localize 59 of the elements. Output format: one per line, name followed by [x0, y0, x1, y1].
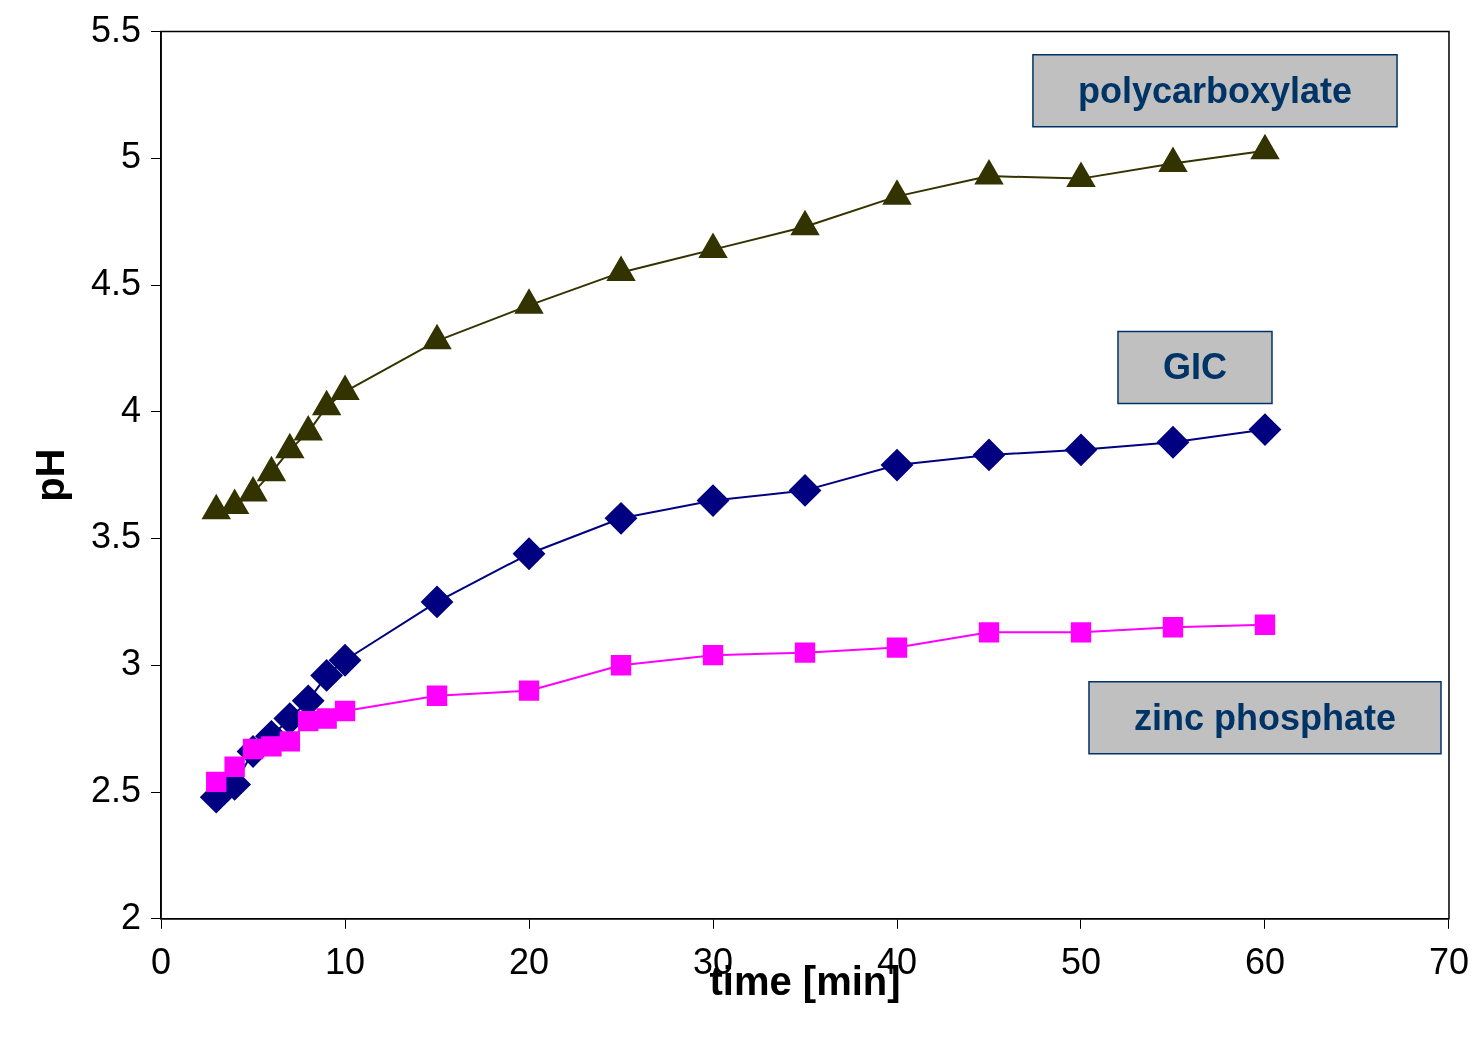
point: [978, 622, 1000, 643]
point: [1162, 617, 1184, 638]
point: [1251, 134, 1279, 160]
point: [334, 700, 356, 722]
x-tick-label: 10: [325, 941, 366, 983]
point: [789, 474, 822, 507]
x-tick-label: 0: [151, 941, 172, 983]
point: [697, 484, 730, 517]
point: [1067, 162, 1095, 188]
point: [607, 256, 636, 281]
x-tick-label: 20: [509, 941, 550, 983]
series-label: zinc phosphate: [1133, 696, 1396, 738]
point: [1248, 413, 1281, 446]
point: [261, 736, 282, 757]
point: [973, 438, 1005, 471]
x-tick-label: 60: [1244, 941, 1286, 983]
y-tick-label: 3: [121, 642, 142, 684]
point: [975, 160, 1003, 185]
x-tick-label: 70: [1428, 941, 1469, 983]
point: [329, 644, 362, 677]
point: [279, 731, 301, 752]
y-tick-label: 5: [121, 135, 142, 177]
point: [1070, 622, 1092, 643]
y-tick-label: 4.5: [91, 262, 142, 304]
point: [257, 456, 286, 482]
y-tick-label: 2: [121, 895, 142, 937]
y-tick-label: 4: [121, 388, 142, 430]
point: [1159, 147, 1187, 172]
point: [421, 585, 454, 618]
series-label: polycarboxylate: [1077, 69, 1353, 111]
point: [423, 324, 452, 350]
point: [316, 708, 337, 729]
point: [426, 685, 448, 706]
point: [331, 375, 360, 401]
point: [206, 771, 227, 793]
point: [513, 537, 546, 570]
point: [883, 180, 911, 205]
point: [1254, 614, 1276, 635]
point: [791, 210, 819, 236]
y-axis-title: pH: [28, 448, 73, 502]
point: [515, 289, 544, 314]
point: [294, 416, 323, 441]
series-label: GIC: [1162, 346, 1227, 388]
point: [699, 233, 728, 259]
point: [610, 655, 632, 676]
point: [224, 756, 245, 777]
y-tick-label: 3.5: [91, 515, 142, 557]
point: [1065, 433, 1097, 466]
point: [275, 433, 304, 459]
point: [518, 680, 540, 701]
point: [702, 644, 724, 666]
point: [310, 659, 343, 692]
x-tick-label: 50: [1060, 941, 1102, 983]
point: [794, 642, 816, 663]
point: [605, 502, 638, 535]
point: [312, 390, 341, 416]
point: [886, 637, 908, 658]
y-tick-label: 5.5: [91, 8, 142, 50]
y-tick-label: 2.5: [91, 768, 142, 810]
